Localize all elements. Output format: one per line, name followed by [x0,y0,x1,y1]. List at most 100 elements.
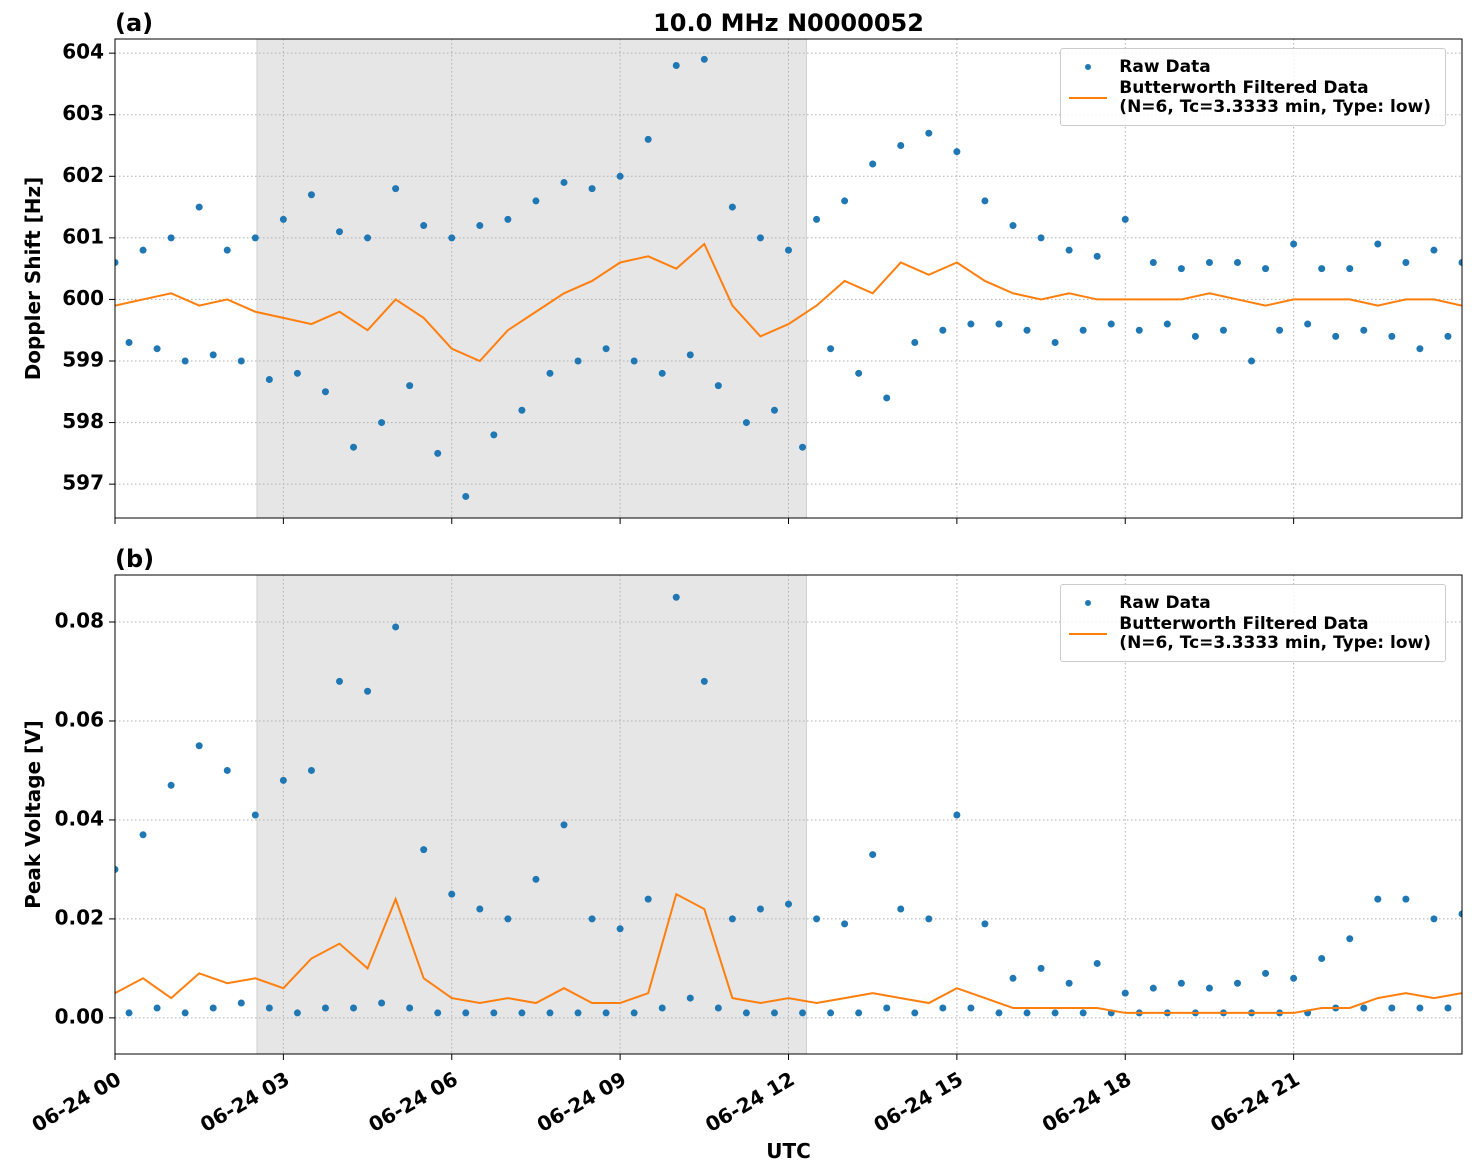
raw-point [756,234,764,242]
raw-point [967,320,975,328]
legend-symbol [1069,624,1108,644]
raw-point [770,1009,778,1017]
raw-point [1163,320,1171,328]
raw-point [1444,1004,1452,1012]
raw-point [644,895,652,903]
x-axis-label: UTC [766,1139,811,1163]
raw-point [1037,234,1045,242]
y-tick-label: 600 [62,286,104,310]
raw-point [813,215,821,223]
x-tick-label: 06-24 21 [1206,1067,1304,1137]
raw-point [1374,240,1382,248]
raw-point [925,129,933,137]
raw-point [1177,265,1185,273]
raw-point [1332,332,1340,340]
raw-point [1444,332,1452,340]
y-tick-label: 603 [62,101,104,125]
raw-point [406,1004,414,1012]
raw-point [981,197,989,205]
raw-point [883,1004,891,1012]
raw-point [139,831,147,839]
raw-point [378,419,386,427]
legend-marker [1069,633,1108,635]
y-tick-label: 0.00 [55,1004,104,1028]
raw-point [1458,910,1462,918]
raw-point [602,1009,610,1017]
raw-point [223,246,231,254]
raw-point [995,1009,1003,1017]
raw-point [869,160,877,168]
raw-point [799,443,807,451]
y-tick-label: 0.02 [55,905,104,929]
legend-entry: Butterworth Filtered Data (N=6, Tc=3.333… [1069,79,1431,117]
raw-point [1205,984,1213,992]
raw-point [546,1009,554,1017]
raw-point [293,369,301,377]
raw-point [855,1009,863,1017]
raw-point [1262,265,1270,273]
raw-point [251,811,259,819]
chart-title: 10.0 MHz N0000052 [653,9,924,37]
raw-point [841,197,849,205]
raw-point [911,1009,919,1017]
raw-point [883,394,891,402]
raw-point [700,55,708,63]
raw-point [967,1004,975,1012]
raw-point [1248,357,1256,365]
raw-point [630,1009,638,1017]
raw-point [714,1004,722,1012]
raw-point [1135,326,1143,334]
raw-point [785,900,792,908]
raw-point [462,1009,470,1017]
raw-point [1416,345,1424,353]
raw-point [588,915,596,923]
raw-point [195,203,203,211]
raw-point [350,443,358,451]
raw-point [209,1004,217,1012]
raw-point [153,1004,161,1012]
raw-point [406,382,414,390]
raw-point [700,677,708,685]
axes-frame [114,38,1463,519]
raw-point [504,915,512,923]
filtered-line [115,242,1462,363]
raw-point [1290,240,1298,248]
legend-label: Butterworth Filtered Data (N=6, Tc=3.333… [1119,78,1431,117]
legend-marker [1069,97,1108,99]
raw-point [1009,222,1017,230]
raw-point [1304,320,1312,328]
y-tick-label: 0.08 [55,609,104,633]
raw-point [504,215,512,223]
raw-point [742,419,750,427]
raw-point [125,339,133,347]
raw-point [181,1009,189,1017]
raw-point [321,1004,329,1012]
y-tick-label: 597 [62,471,104,495]
y-tick-label: 602 [62,163,104,187]
raw-point [490,1009,498,1017]
raw-point [1051,339,1059,347]
y-axis-label: Doppler Shift [Hz] [21,177,45,381]
raw-point [1065,979,1073,987]
raw-point [336,677,343,685]
legend-entry: Raw Data [1069,57,1431,77]
raw-point [1079,1009,1087,1017]
raw-point [1093,959,1101,967]
legend-marker [1085,64,1092,70]
raw-point [785,246,792,254]
x-tick-label: 06-24 00 [28,1067,126,1137]
raw-point [686,994,694,1002]
raw-point [1121,989,1129,997]
filtered-line [115,892,1462,1014]
raw-point [1234,979,1241,987]
raw-point [939,326,947,334]
raw-point [448,234,456,242]
raw-point [1219,326,1227,334]
raw-point [686,351,694,359]
panel-label: (b) [115,545,154,573]
raw-point [476,905,484,913]
legend-symbol [1069,57,1107,77]
raw-point [897,905,905,913]
raw-point [1149,258,1157,266]
raw-point [1402,258,1410,266]
